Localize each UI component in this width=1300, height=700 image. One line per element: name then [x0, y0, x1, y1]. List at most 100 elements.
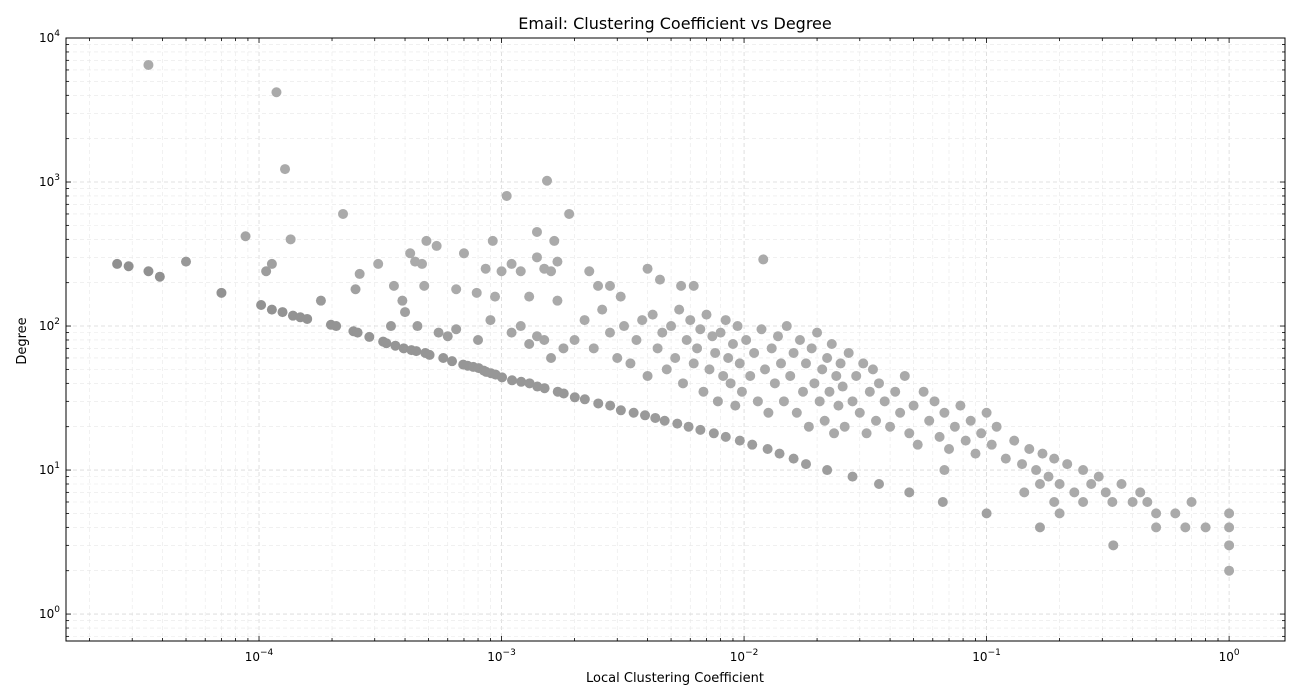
data-point [419, 280, 430, 291]
data-point [899, 370, 910, 381]
data-point [904, 487, 915, 498]
data-point [772, 331, 783, 342]
data-point [496, 266, 507, 277]
data-point [991, 421, 1002, 432]
data-point [507, 375, 518, 386]
data-point [769, 378, 780, 389]
data-point [817, 364, 828, 375]
data-point [741, 334, 752, 345]
data-point [732, 321, 743, 332]
data-point [612, 352, 623, 363]
data-point [1031, 465, 1042, 476]
data-point [277, 307, 288, 318]
data-point [552, 295, 563, 306]
data-point [271, 87, 282, 98]
data-point [760, 364, 771, 375]
data-point [712, 396, 723, 407]
x-axis-label: Local Clustering Coefficient [586, 671, 764, 686]
data-point [824, 386, 835, 397]
data-point [640, 410, 651, 421]
data-point [652, 343, 663, 354]
data-point [1200, 522, 1211, 533]
data-point [785, 370, 796, 381]
data-point [650, 412, 661, 423]
data-point [1180, 522, 1191, 533]
data-point [864, 386, 875, 397]
data-point [1224, 508, 1235, 519]
data-point [986, 439, 997, 450]
data-point [1116, 478, 1127, 489]
data-point [904, 428, 915, 439]
data-point [181, 256, 192, 267]
chart-title: Email: Clustering Coefficient vs Degree [518, 14, 831, 33]
data-point [1186, 496, 1197, 507]
data-point [912, 439, 923, 450]
data-point [1054, 508, 1065, 519]
data-point [819, 415, 830, 426]
data-point [937, 496, 948, 507]
data-point [1078, 496, 1089, 507]
data-point [981, 407, 992, 418]
data-point [593, 280, 604, 291]
data-point [659, 415, 670, 426]
data-point [704, 364, 715, 375]
data-point [584, 266, 595, 277]
plot-frame [65, 37, 1286, 642]
data-point [647, 309, 658, 320]
data-point [546, 266, 557, 277]
data-point [723, 352, 734, 363]
data-point [558, 343, 569, 354]
data-point [727, 339, 738, 350]
data-point [831, 370, 842, 381]
data-point [965, 415, 976, 426]
data-point [447, 356, 458, 367]
data-point [315, 295, 326, 306]
data-point [1224, 522, 1235, 533]
data-point [588, 343, 599, 354]
data-point [701, 309, 712, 320]
data-point [1062, 459, 1073, 470]
data-point [1034, 522, 1045, 533]
data-point [1108, 540, 1119, 551]
data-point [829, 428, 840, 439]
data-point [939, 407, 950, 418]
data-point [350, 284, 361, 295]
data-point [266, 258, 277, 269]
data-point [835, 358, 846, 369]
data-point [424, 349, 435, 360]
data-point [801, 459, 812, 470]
data-point [944, 443, 955, 454]
data-point [331, 321, 342, 332]
data-point [766, 343, 777, 354]
y-tick-label: 100 [39, 605, 60, 621]
data-point [549, 235, 560, 246]
data-point [692, 343, 703, 354]
data-point [451, 324, 462, 335]
data-point [524, 291, 535, 302]
data-point [698, 386, 709, 397]
data-point [1224, 540, 1235, 551]
data-point [1017, 459, 1028, 470]
data-point [970, 448, 981, 459]
data-point [637, 315, 648, 326]
data-point [1224, 565, 1235, 576]
data-point [579, 315, 590, 326]
data-point [843, 347, 854, 358]
data-point [763, 407, 774, 418]
data-point [1135, 487, 1146, 498]
data-point [417, 258, 428, 269]
data-point [1000, 453, 1011, 464]
data-point [515, 321, 526, 332]
data-point [515, 266, 526, 277]
data-point [516, 376, 527, 387]
data-point [473, 334, 484, 345]
data-point [822, 352, 833, 363]
data-point [734, 358, 745, 369]
data-point [628, 407, 639, 418]
data-point [405, 248, 416, 259]
data-point [1100, 487, 1111, 498]
data-point [216, 287, 227, 298]
data-point [1086, 478, 1097, 489]
data-point [718, 370, 729, 381]
data-point [670, 352, 681, 363]
